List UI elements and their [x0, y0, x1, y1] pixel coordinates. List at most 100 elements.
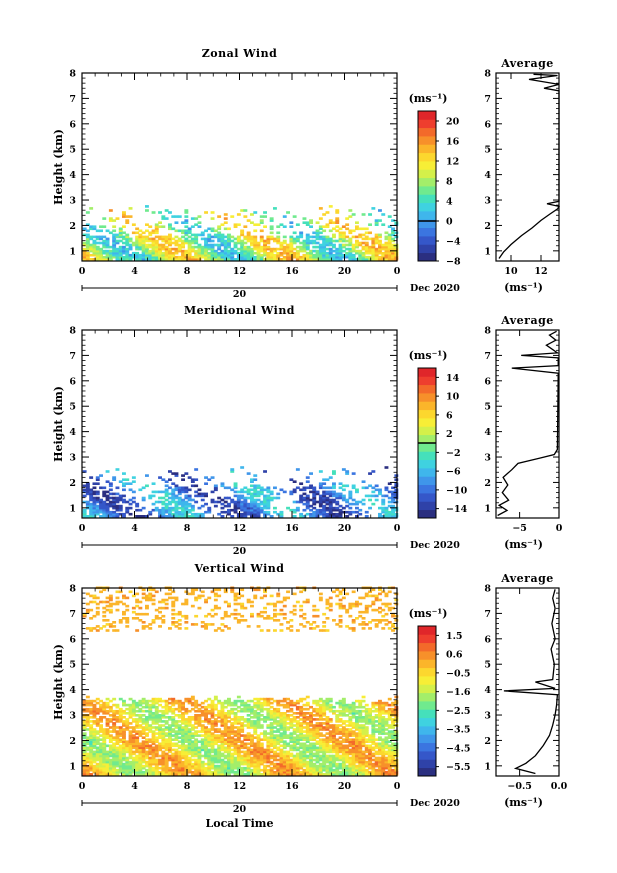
heatmap-cell — [322, 705, 327, 709]
heatmap-cell — [312, 494, 317, 498]
heatmap-cell — [318, 705, 323, 709]
heatmap-cell — [263, 707, 267, 711]
heatmap-cell — [138, 720, 143, 723]
heatmap-cell — [315, 728, 320, 731]
heatmap-cell — [305, 480, 310, 483]
heatmap-cell — [138, 730, 143, 733]
heatmap-cell — [92, 239, 97, 243]
heatmap-cell — [266, 490, 271, 494]
heatmap-cell — [374, 253, 379, 257]
y-tick-label: 2 — [69, 221, 76, 232]
heatmap-cell — [125, 756, 130, 760]
heatmap-cell — [282, 770, 287, 774]
heatmap-cell — [131, 480, 136, 483]
heatmap-cell — [345, 703, 350, 707]
heatmap-cell — [230, 703, 235, 707]
heatmap-cell — [210, 742, 215, 746]
heatmap-cell — [355, 770, 359, 774]
heatmap-cell — [263, 512, 267, 516]
heatmap-cell — [171, 707, 176, 711]
heatmap-cell — [332, 764, 336, 768]
heatmap-cell — [309, 705, 313, 709]
heatmap-cell — [384, 241, 389, 245]
heatmap-cell — [131, 762, 136, 766]
heatmap-cell — [99, 734, 103, 737]
heatmap-cell — [181, 744, 185, 748]
heatmap-cell — [227, 754, 231, 758]
heatmap-cell — [322, 699, 327, 703]
heatmap-cell — [345, 515, 350, 518]
heatmap-cell — [269, 716, 274, 719]
heatmap-cell — [200, 498, 205, 502]
heatmap-cell — [181, 728, 185, 731]
heatmap-cell — [82, 732, 87, 735]
heatmap-cell — [259, 486, 264, 490]
heatmap-cell — [341, 498, 346, 502]
heatmap-cell — [177, 492, 182, 496]
heatmap-cell — [118, 498, 123, 502]
heatmap-cell — [171, 734, 176, 737]
heatmap-cell — [102, 709, 107, 713]
heatmap-cell — [181, 720, 185, 723]
heatmap-cell — [384, 506, 389, 510]
heatmap-cell — [177, 736, 182, 739]
heatmap-cell — [125, 219, 130, 222]
heatmap-cell — [190, 701, 195, 705]
heatmap-cell — [171, 253, 176, 257]
heatmap-cell — [227, 249, 231, 253]
heatmap-cell — [318, 486, 323, 490]
heatmap-cell — [289, 243, 294, 247]
heatmap-cell — [364, 249, 369, 253]
heatmap-cell — [227, 486, 231, 490]
heatmap-cell — [240, 239, 245, 243]
heatmap-cell — [184, 496, 189, 500]
heatmap-cell — [315, 500, 320, 504]
heatmap-cell — [305, 738, 310, 741]
heatmap-cell — [115, 760, 120, 764]
heatmap-cell — [345, 732, 350, 735]
heatmap-cell — [240, 766, 245, 770]
heatmap-cell — [102, 492, 107, 496]
heatmap-cell — [145, 703, 149, 707]
heatmap-cell — [374, 241, 379, 245]
colorbar-segment — [418, 401, 436, 411]
heatmap-cell — [295, 699, 300, 703]
heatmap-cell — [181, 730, 185, 733]
heatmap-cell — [145, 255, 149, 259]
heatmap-cell — [335, 724, 340, 727]
heatmap-cell — [122, 722, 126, 725]
heatmap-cell — [145, 249, 149, 253]
heatmap-cell — [181, 490, 185, 494]
heatmap-cell — [302, 730, 307, 733]
heatmap-cell — [302, 768, 307, 772]
heatmap-cell — [256, 241, 261, 245]
heatmap-cell — [105, 512, 110, 516]
heatmap-cell — [341, 726, 346, 729]
heatmap-cell — [341, 235, 346, 239]
heatmap-cell — [318, 722, 323, 725]
heatmap-cell — [282, 251, 287, 255]
heatmap-cell — [102, 500, 107, 504]
heatmap-cell — [92, 744, 97, 748]
heatmap-cell — [151, 768, 156, 772]
heatmap-cell — [131, 764, 136, 768]
heatmap-cell — [112, 714, 117, 717]
heatmap-cell — [233, 738, 238, 741]
colorbar-segment — [418, 219, 436, 229]
heatmap-cell — [85, 716, 90, 719]
heatmap-cell — [217, 770, 222, 774]
heatmap-cell — [236, 748, 241, 752]
heatmap-cell — [187, 229, 192, 233]
heatmap-cell — [253, 490, 258, 494]
heatmap-cell — [292, 768, 297, 772]
heatmap-cell — [154, 707, 159, 711]
heatmap-cell — [122, 754, 126, 758]
heatmap-cell — [269, 726, 274, 729]
profile-y-tick-label: 5 — [484, 145, 491, 156]
day-label: 20 — [233, 289, 247, 300]
heatmap-cell — [112, 492, 117, 496]
heatmap-cell — [240, 709, 245, 713]
heatmap-cell — [263, 773, 267, 776]
heatmap-cell — [332, 239, 336, 243]
